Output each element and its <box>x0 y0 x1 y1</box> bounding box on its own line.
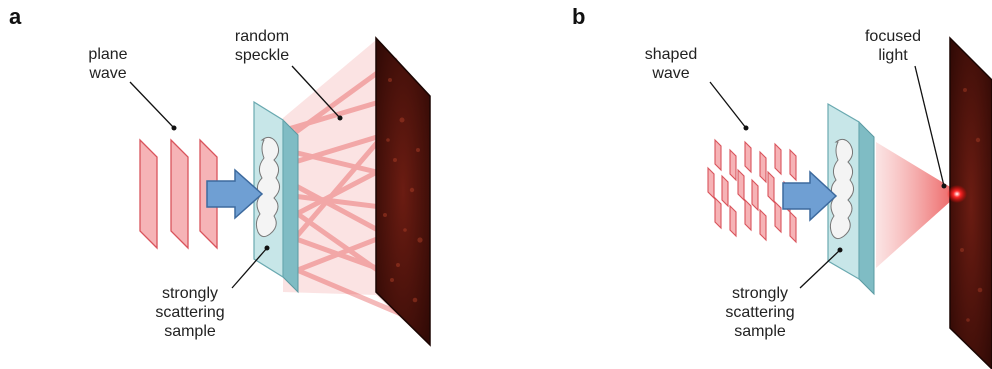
label-plane-wave: plane wave <box>88 46 177 131</box>
svg-text:shaped: shaped <box>645 46 698 63</box>
label-focused-light: focused light <box>865 28 947 189</box>
svg-text:scattering: scattering <box>155 304 224 321</box>
panel-a: a <box>9 4 431 347</box>
svg-text:strongly: strongly <box>162 285 218 302</box>
incident-arrow <box>782 170 838 222</box>
label-sample-b: strongly scattering sample <box>725 247 843 340</box>
scattering-slab <box>253 100 299 294</box>
svg-text:sample: sample <box>164 323 216 340</box>
svg-text:light: light <box>878 47 908 64</box>
scattering-particles <box>829 138 854 240</box>
svg-text:strongly: strongly <box>732 285 788 302</box>
speckle-screen <box>375 36 431 347</box>
svg-text:focused: focused <box>865 28 921 45</box>
scattering-particles <box>255 136 280 238</box>
panel-b: b <box>572 4 992 369</box>
label-shaped-wave: shaped wave <box>645 46 749 131</box>
svg-text:scattering: scattering <box>725 304 794 321</box>
panel-a-letter: a <box>9 4 22 29</box>
label-random-speckle: random speckle <box>235 28 343 121</box>
focused-beam <box>876 142 952 268</box>
shaped-wavefronts <box>707 138 797 244</box>
incident-arrow <box>206 168 264 220</box>
svg-text:random: random <box>235 28 289 45</box>
svg-text:sample: sample <box>734 323 786 340</box>
speckle-grains <box>383 78 423 303</box>
panel-b-letter: b <box>572 4 585 29</box>
focus-spot <box>947 185 967 203</box>
focus-screen <box>949 36 992 369</box>
svg-text:wave: wave <box>651 65 689 82</box>
svg-text:speckle: speckle <box>235 47 289 64</box>
scattering-slab <box>827 102 875 296</box>
svg-text:plane: plane <box>88 46 127 63</box>
wavefront <box>170 138 189 250</box>
plane-wavefronts <box>139 138 218 250</box>
speckle-grains <box>960 88 983 322</box>
label-sample-a: strongly scattering sample <box>155 245 270 340</box>
wavefront <box>139 138 158 250</box>
svg-text:wave: wave <box>88 65 126 82</box>
